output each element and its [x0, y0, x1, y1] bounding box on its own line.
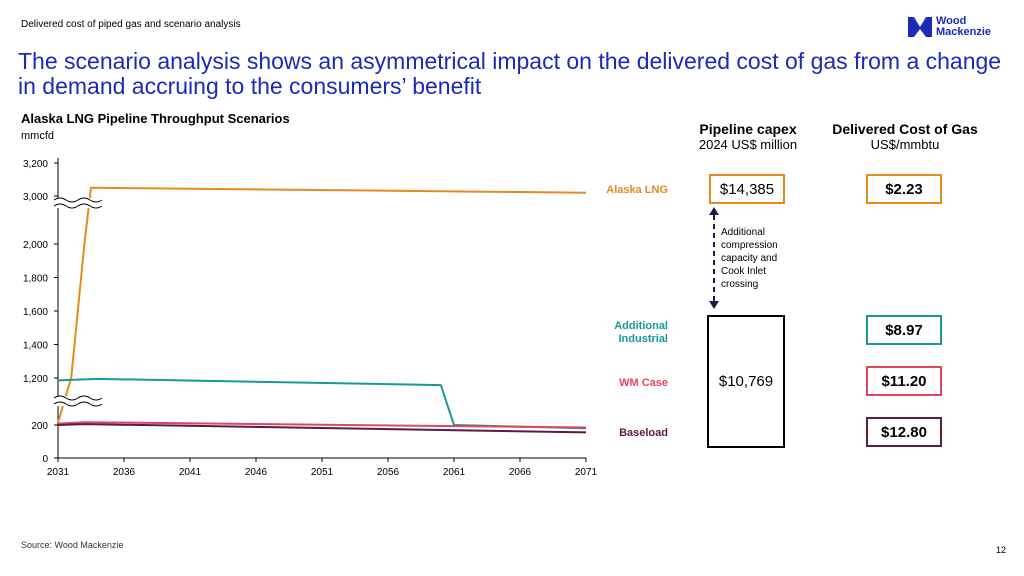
y-axis-unit: mmcfd [21, 130, 54, 142]
x-tick-label: 2046 [245, 467, 268, 478]
series-label-text: Baseload [619, 427, 668, 439]
series-label-wm-case: WM Case [619, 377, 668, 390]
cost-column-header: Delivered Cost of Gas US$/mmbtu [820, 121, 990, 153]
cost-box-alaska-lng: $2.23 [866, 174, 942, 204]
cost-box-wm-case: $11.20 [866, 366, 942, 396]
capex-subtitle: 2024 US$ million [698, 137, 798, 152]
cost-title: Delivered Cost of Gas [832, 121, 978, 137]
capex-note: Additional compression capacity and Cook… [721, 227, 778, 290]
capex-title: Pipeline capex [699, 121, 797, 137]
headline: The scenario analysis shows an asymmetri… [18, 48, 1002, 99]
header-label: Delivered cost of piped gas and scenario… [21, 19, 241, 30]
series-label-alaska-lng: Alaska LNG [606, 184, 668, 197]
cost-box-baseload: $12.80 [866, 417, 942, 447]
series-label-text: Alaska LNG [606, 184, 668, 196]
y-tick-label: 3,000 [23, 192, 48, 203]
axis-break-icon [53, 197, 104, 209]
capex-low-box: $10,769 [707, 315, 785, 448]
axis-break-icon [53, 395, 104, 407]
x-tick-label: 2056 [377, 467, 400, 478]
y-tick-label: 3,200 [23, 159, 48, 170]
y-tick-label: 1,600 [23, 307, 48, 318]
series-line-baseload [57, 423, 587, 434]
x-tick-label: 2036 [113, 467, 136, 478]
logo-mark-icon [908, 17, 932, 37]
series-label-text: Additional Industrial [614, 320, 668, 345]
y-tick-label: 0 [42, 454, 48, 465]
series-label-baseload: Baseload [619, 427, 668, 440]
x-tick-label: 2031 [47, 467, 70, 478]
series-line-wm-case [57, 421, 587, 429]
x-tick-label: 2041 [179, 467, 202, 478]
logo-text: Wood Mackenzie [936, 16, 991, 38]
series-line-additional-industrial [57, 377, 587, 430]
series-label-additional-industrial: Additional Industrial [578, 320, 668, 346]
wood-mackenzie-logo: Wood Mackenzie [908, 16, 991, 38]
cost-box-additional-industrial: $8.97 [866, 315, 942, 345]
y-tick-label: 200 [31, 421, 48, 432]
logo-line-1: Wood [936, 15, 967, 27]
cost-subtitle: US$/mmbtu [870, 137, 940, 152]
x-tick-label: 2071 [575, 467, 598, 478]
x-tick-label: 2051 [311, 467, 334, 478]
chart-title: Alaska LNG Pipeline Throughput Scenarios [21, 111, 290, 126]
y-tick-label: 1,800 [23, 274, 48, 285]
page-number: 12 [996, 545, 1007, 555]
x-tick-label: 2066 [509, 467, 532, 478]
x-tick-label: 2061 [443, 467, 466, 478]
capex-high-box: $14,385 [709, 174, 785, 204]
y-tick-label: 2,000 [23, 240, 48, 251]
capex-column-header: Pipeline capex 2024 US$ million [678, 121, 818, 153]
y-tick-label: 1,200 [23, 374, 48, 385]
logo-line-2: Mackenzie [936, 26, 992, 38]
series-line-alaska-lng [57, 186, 587, 423]
series-label-text: WM Case [619, 377, 668, 389]
double-arrow-icon [709, 207, 719, 309]
source-note: Source: Wood Mackenzie [21, 540, 124, 550]
y-tick-label: 1,400 [23, 341, 48, 352]
